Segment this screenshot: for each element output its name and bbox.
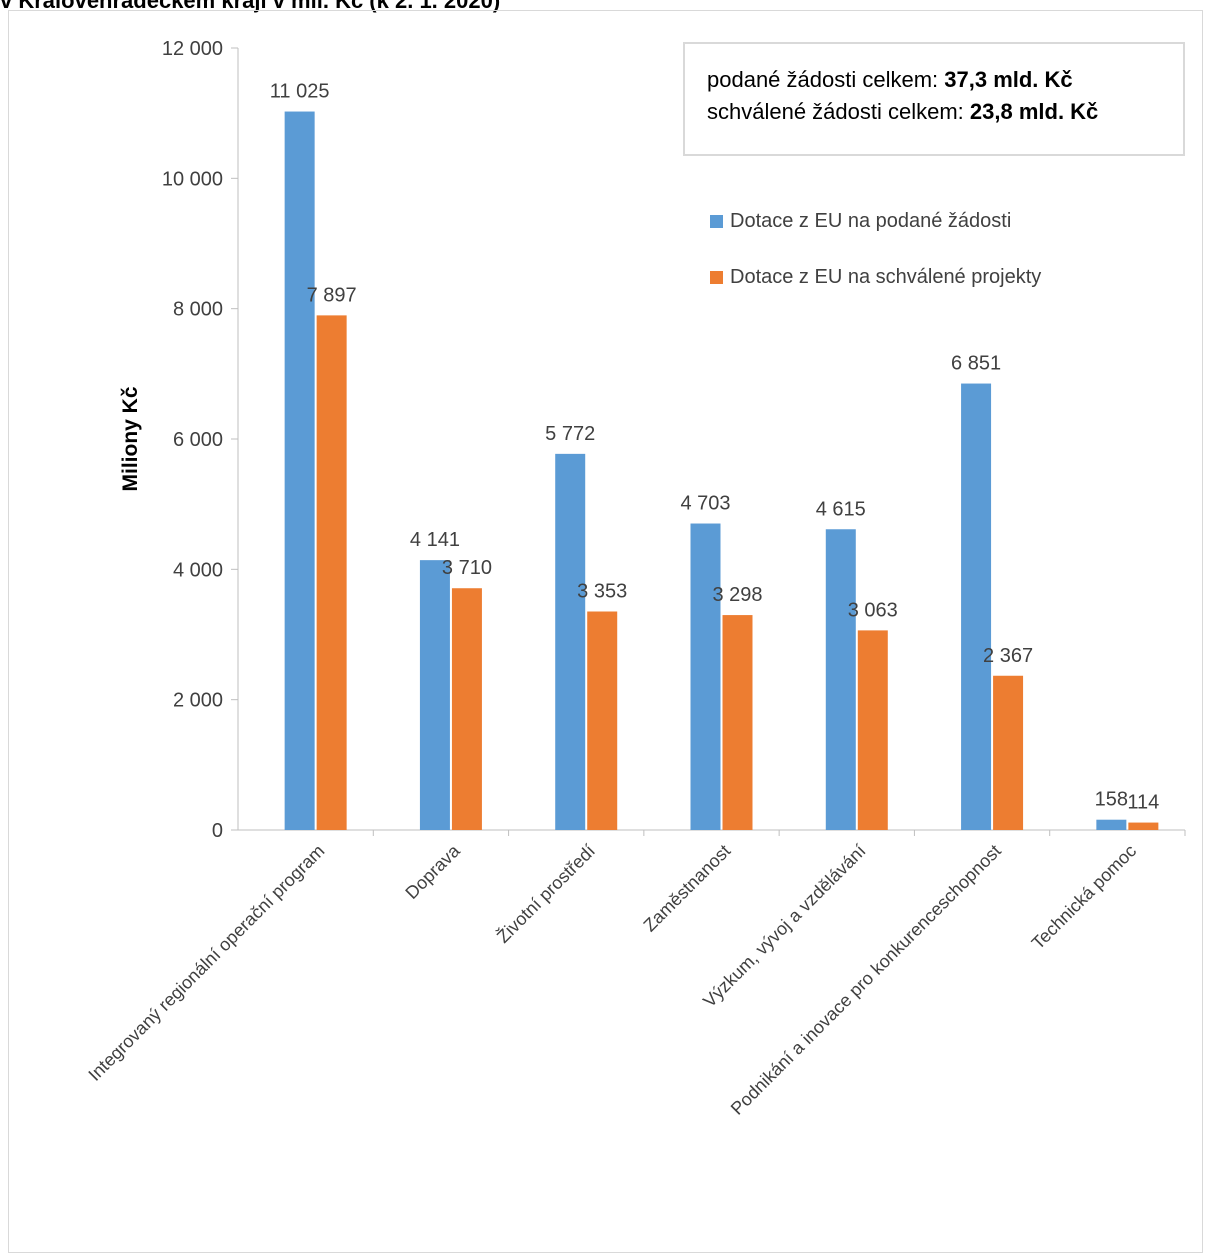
data-label-submitted: 4 141 [410, 529, 460, 551]
x-category-label: Integrovaný regionální operační program [84, 841, 328, 1085]
summary-approved-value: 23,8 mld. Kč [969, 99, 1099, 124]
x-category-label: Podnikání a inovace pro konkurenceschopn… [727, 841, 1005, 1119]
legend-label-approved: Dotace z EU na schválené projekty [730, 265, 1042, 288]
bar-approved [587, 611, 618, 830]
x-category-label: Technická pomoc [1028, 841, 1140, 953]
data-label-approved: 3 298 [712, 584, 762, 606]
chart-title-fragment: v Královéhradeckém kraji v mil. Kč (k 2.… [0, 0, 501, 13]
data-label-submitted: 5 772 [545, 423, 595, 445]
bar-approved [993, 675, 1024, 830]
chart-legend: Dotace z EU na podané žádosti Dotace z E… [710, 205, 1041, 317]
data-label-submitted: 4 615 [816, 498, 866, 520]
y-tick-label: 8 000 [173, 299, 223, 321]
bar-submitted [961, 383, 992, 830]
y-axis-title: Miliony Kč [119, 386, 142, 491]
bar-approved [316, 315, 347, 830]
bar-submitted [690, 523, 721, 830]
summary-submitted: podané žádosti celkem: 37,3 mld. Kč [707, 64, 1183, 96]
data-label-submitted: 4 703 [680, 493, 730, 515]
data-label-approved: 3 710 [442, 557, 492, 579]
summary-submitted-value: 37,3 mld. Kč [944, 67, 1073, 92]
legend-item-approved: Dotace z EU na schválené projekty [710, 261, 1041, 293]
bar-submitted [1096, 819, 1127, 830]
y-tick-label: 6 000 [173, 429, 223, 451]
summary-approved: schválené žádosti celkem: 23,8 mld. Kč [707, 96, 1183, 128]
y-tick-label: 10 000 [162, 168, 223, 190]
summary-submitted-label: podané žádosti celkem: [707, 67, 945, 92]
bar-approved [722, 615, 753, 830]
y-tick-label: 0 [212, 820, 223, 842]
y-tick-label: 2 000 [173, 690, 223, 712]
bar-submitted [825, 529, 856, 830]
bar-submitted [284, 111, 315, 831]
data-label-approved: 2 367 [983, 645, 1033, 667]
x-category-label: Výzkum, vývoj a vzdělávání [699, 841, 869, 1011]
summary-approved-label: schválené žádosti celkem: [707, 99, 970, 124]
y-tick-label: 4 000 [173, 559, 223, 581]
legend-swatch-approved [710, 270, 723, 284]
bar-approved [1128, 822, 1159, 830]
x-category-label: Zaměstnanost [640, 841, 735, 936]
summary-box: podané žádosti celkem: 37,3 mld. Kč schv… [683, 42, 1185, 156]
x-category-label: Doprava [401, 840, 464, 903]
y-tick-label: 12 000 [162, 38, 223, 60]
bar-approved [451, 588, 482, 830]
data-label-approved: 114 [1127, 792, 1159, 814]
x-category-label: Životní prostředí [493, 841, 599, 947]
bar-submitted [555, 453, 586, 830]
bar-approved [857, 630, 888, 830]
legend-label-submitted: Dotace z EU na podané žádosti [730, 209, 1012, 232]
data-label-submitted: 158 [1095, 789, 1128, 811]
data-label-submitted: 6 851 [951, 353, 1001, 375]
data-label-approved: 3 063 [848, 599, 898, 621]
legend-item-submitted: Dotace z EU na podané žádosti [710, 205, 1041, 237]
data-label-approved: 3 353 [577, 580, 627, 602]
legend-swatch-submitted [710, 214, 723, 228]
bar-submitted [419, 560, 450, 830]
data-label-submitted: 11 025 [270, 81, 330, 103]
data-label-approved: 7 897 [307, 284, 357, 306]
